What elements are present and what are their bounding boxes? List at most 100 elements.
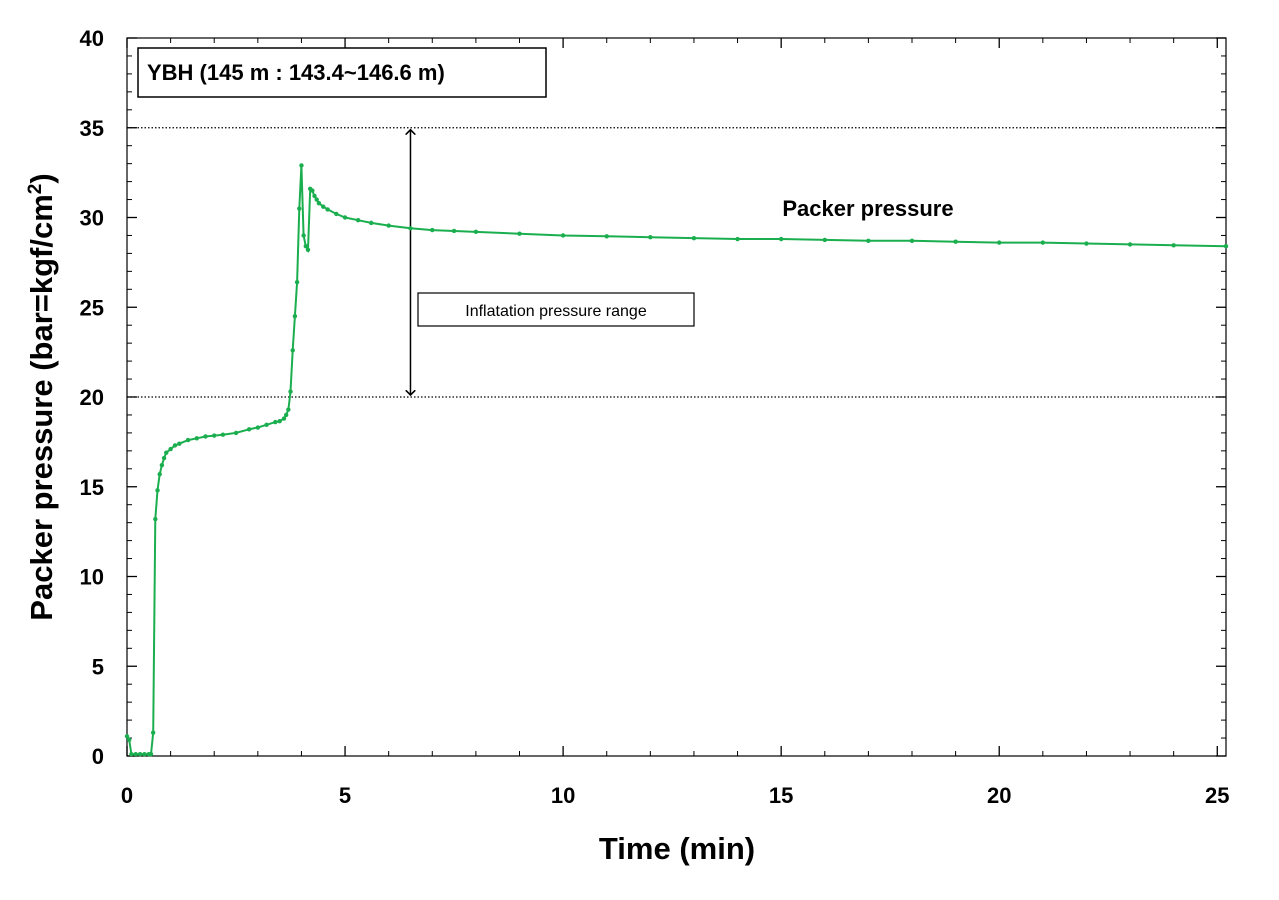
data-point xyxy=(355,217,361,223)
data-point xyxy=(299,163,304,168)
x-tick-label: 10 xyxy=(551,783,575,808)
data-point xyxy=(297,206,302,211)
data-point xyxy=(303,244,309,249)
data-point xyxy=(604,234,609,239)
data-point xyxy=(255,425,261,430)
data-point xyxy=(316,200,322,206)
y-tick-label: 40 xyxy=(80,26,104,51)
data-point xyxy=(321,204,326,209)
y-tick-label: 5 xyxy=(92,654,104,679)
range-label-text: Inflatation pressure range xyxy=(465,303,647,320)
data-point xyxy=(283,412,289,418)
data-point xyxy=(386,223,391,228)
minor-ticks xyxy=(127,38,1226,756)
data-point xyxy=(246,427,252,432)
x-tick-label: 25 xyxy=(1205,783,1229,808)
info-box-text: YBH (145 m : 143.4~146.6 m) xyxy=(147,60,445,85)
data-point xyxy=(473,229,479,235)
data-point xyxy=(325,207,330,212)
data-point xyxy=(691,235,697,241)
data-point xyxy=(288,389,293,394)
x-tick-label: 20 xyxy=(987,783,1011,808)
y-axis-title-close: ) xyxy=(24,173,59,183)
data-point xyxy=(292,314,298,319)
y-tick-label: 25 xyxy=(80,295,104,320)
data-point xyxy=(560,233,566,238)
x-axis-title: Time (min) xyxy=(599,831,755,866)
info-box xyxy=(137,47,547,98)
x-tick-label: 0 xyxy=(121,783,133,808)
data-point xyxy=(155,488,160,493)
y-tick-label: 0 xyxy=(92,744,104,769)
data-point xyxy=(277,419,282,424)
data-point xyxy=(312,193,317,199)
data-point xyxy=(778,236,784,242)
data-point xyxy=(430,227,435,233)
data-point xyxy=(153,516,158,522)
data-point xyxy=(264,422,269,428)
data-point xyxy=(310,188,315,193)
data-point xyxy=(281,416,287,421)
x-tick-labels: 0 5 10 15 20 25 xyxy=(121,783,1230,808)
data-point xyxy=(301,233,306,238)
data-point xyxy=(334,211,339,217)
y-tick-labels: 0 5 10 15 20 25 30 35 40 xyxy=(80,26,104,769)
y-axis-title: Packer pressure (bar=kgf/cm2) xyxy=(24,173,59,620)
data-point xyxy=(159,463,165,468)
data-point xyxy=(220,432,226,437)
data-point xyxy=(286,407,291,412)
data-point xyxy=(161,455,167,461)
data-point xyxy=(150,730,156,735)
data-point xyxy=(408,226,413,231)
series-points xyxy=(124,163,1229,757)
data-point xyxy=(517,231,522,236)
data-point xyxy=(822,237,827,243)
data-point xyxy=(177,441,182,446)
data-point xyxy=(1171,243,1176,248)
data-point xyxy=(203,434,208,439)
data-point xyxy=(1223,244,1229,249)
data-point xyxy=(997,240,1002,245)
data-point xyxy=(129,752,134,757)
y-tick-label: 15 xyxy=(80,475,104,500)
data-point xyxy=(273,419,278,425)
data-point xyxy=(314,197,319,202)
data-point xyxy=(305,247,311,253)
data-point xyxy=(185,437,191,443)
data-point xyxy=(953,239,958,244)
x-tick-label: 15 xyxy=(769,783,793,808)
data-point xyxy=(157,471,162,477)
data-point xyxy=(451,228,457,234)
data-point xyxy=(212,433,217,438)
data-point xyxy=(342,215,348,220)
y-tick-label: 30 xyxy=(80,206,104,231)
y-axis-title-main: Packer pressure (bar=kgf/cm xyxy=(24,194,59,620)
data-point xyxy=(909,238,915,244)
reference-lines xyxy=(127,127,1226,398)
data-point xyxy=(172,443,178,448)
data-point xyxy=(294,279,300,285)
data-point xyxy=(133,752,138,757)
data-point xyxy=(168,446,173,452)
data-point xyxy=(290,348,295,353)
series-label: Packer pressure xyxy=(782,196,953,221)
data-point xyxy=(866,238,871,244)
data-point xyxy=(164,450,169,455)
data-point xyxy=(735,236,740,242)
data-point xyxy=(148,752,154,757)
data-point xyxy=(233,430,239,436)
data-point xyxy=(194,436,199,441)
y-axis-title-sup: 2 xyxy=(25,184,46,195)
data-point xyxy=(124,734,130,739)
y-tick-label: 20 xyxy=(80,385,104,410)
data-point xyxy=(1127,242,1133,247)
x-tick-label: 5 xyxy=(339,783,351,808)
data-point xyxy=(137,752,143,757)
data-point xyxy=(142,752,147,757)
data-point xyxy=(126,737,132,743)
range-label-box xyxy=(417,292,695,327)
data-point xyxy=(648,235,653,240)
data-point xyxy=(369,220,374,226)
y-tick-label: 10 xyxy=(80,565,104,590)
